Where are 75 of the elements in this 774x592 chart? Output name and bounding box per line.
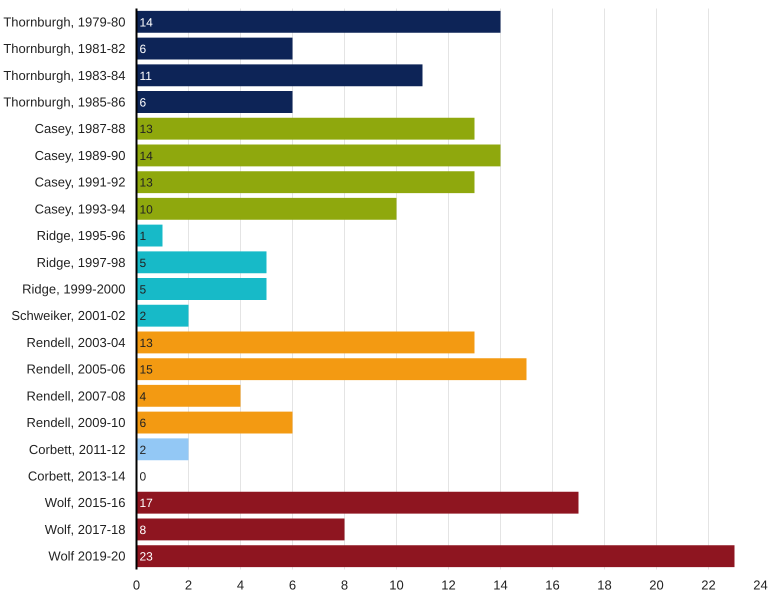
y-tick-label: Ridge, 1997-98 (36, 254, 126, 270)
y-tick-label: Schweiker, 2001-02 (11, 308, 126, 324)
y-tick-label: Rendell, 2005-06 (26, 362, 126, 377)
bar (136, 358, 526, 380)
x-tick-label: 16 (545, 578, 560, 592)
y-tick-label: Casey, 1993-94 (34, 201, 126, 216)
data-label: 10 (140, 202, 154, 216)
x-tick-label: 14 (493, 578, 508, 592)
bar (136, 198, 396, 220)
data-label: 23 (140, 550, 154, 564)
y-tick-label: Rendell, 2007-08 (26, 388, 126, 404)
data-label: 13 (140, 336, 154, 350)
data-label: 6 (140, 42, 146, 56)
x-tick-label: 6 (288, 578, 296, 592)
x-tick-label: 8 (340, 578, 348, 592)
x-tick-label: 10 (389, 578, 404, 592)
y-tick-label: Corbett, 2013-14 (28, 468, 126, 484)
y-tick-label: Wolf 2019-20 (48, 548, 126, 564)
x-tick-label: 22 (701, 578, 716, 592)
x-tick-label: 4 (236, 578, 244, 592)
data-label: 2 (140, 442, 146, 457)
x-tick-label: 18 (597, 578, 612, 592)
data-label: 11 (140, 68, 152, 83)
x-tick-label: 20 (649, 578, 664, 592)
bar (136, 144, 500, 166)
data-label: 17 (140, 496, 154, 510)
bar (136, 438, 188, 460)
x-tick-label: 0 (132, 578, 140, 592)
data-label: 2 (140, 309, 146, 324)
bar (136, 518, 344, 540)
bar (136, 331, 474, 354)
y-tick-label: Casey, 1989-90 (34, 148, 126, 163)
y-tick-label: Rendell, 2009-10 (26, 415, 126, 430)
data-label: 4 (140, 389, 146, 404)
data-label: 13 (140, 122, 154, 136)
bar (136, 38, 292, 60)
bar (136, 492, 578, 514)
y-tick-label: Thornburgh, 1983-84 (3, 68, 126, 83)
data-label: 8 (140, 522, 146, 537)
y-tick-label: Wolf, 2015-16 (44, 495, 126, 510)
bar (136, 64, 422, 86)
data-label: 5 (140, 282, 146, 296)
y-tick-label: Wolf, 2017-18 (44, 522, 126, 537)
bar (136, 251, 266, 274)
y-tick-label: Casey, 1991-92 (34, 174, 126, 190)
data-label: 0 (140, 470, 146, 484)
bar (136, 545, 734, 568)
x-tick-label: 12 (441, 578, 456, 592)
data-label: 13 (140, 176, 154, 190)
bar (136, 412, 292, 434)
bar (136, 278, 266, 300)
data-label: 15 (140, 362, 154, 377)
y-tick-label: Thornburgh, 1979-80 (3, 14, 126, 30)
bar (136, 10, 500, 33)
data-label: 14 (140, 148, 154, 163)
y-tick-label: Ridge, 1995-96 (36, 228, 126, 244)
x-tick-label: 2 (184, 578, 192, 592)
bar (136, 118, 474, 140)
y-tick-label: Thornburgh, 1981-82 (3, 41, 126, 56)
data-label: 14 (140, 15, 154, 30)
x-tick-label: 24 (753, 578, 768, 592)
bar (136, 171, 474, 194)
y-tick-label: Thornburgh, 1985-86 (3, 94, 126, 110)
y-tick-label: Casey, 1987-88 (34, 121, 126, 136)
bar (136, 224, 162, 247)
bar (136, 384, 240, 407)
data-label: 5 (140, 256, 146, 270)
y-tick-label: Corbett, 2011-12 (28, 442, 126, 457)
data-label: 6 (140, 416, 146, 430)
bar (136, 91, 292, 113)
bar (136, 304, 188, 327)
data-label: 6 (140, 96, 146, 110)
y-tick-label: Ridge, 1999-2000 (22, 282, 126, 296)
y-tick-label: Rendell, 2003-04 (26, 334, 126, 350)
data-label: 1 (140, 229, 146, 244)
